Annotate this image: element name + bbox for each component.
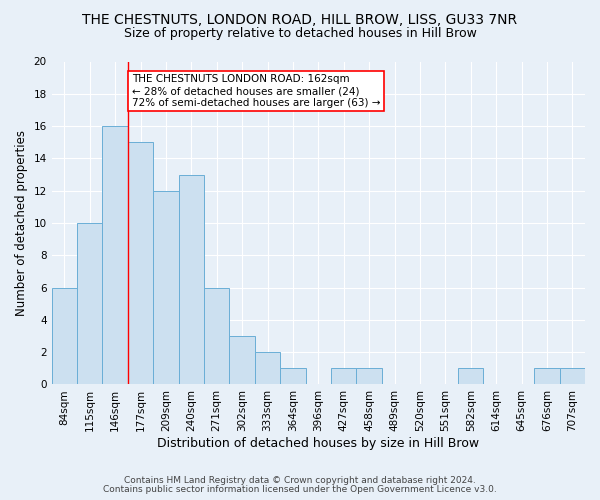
Bar <box>458 368 484 384</box>
Bar <box>52 288 77 384</box>
Bar <box>560 368 585 384</box>
Text: THE CHESTNUTS LONDON ROAD: 162sqm
← 28% of detached houses are smaller (24)
72% : THE CHESTNUTS LONDON ROAD: 162sqm ← 28% … <box>131 74 380 108</box>
Bar <box>103 126 128 384</box>
Bar <box>179 174 204 384</box>
X-axis label: Distribution of detached houses by size in Hill Brow: Distribution of detached houses by size … <box>157 437 479 450</box>
Text: Contains public sector information licensed under the Open Government Licence v3: Contains public sector information licen… <box>103 485 497 494</box>
Bar <box>356 368 382 384</box>
Y-axis label: Number of detached properties: Number of detached properties <box>15 130 28 316</box>
Bar <box>280 368 305 384</box>
Bar <box>534 368 560 384</box>
Bar <box>153 190 179 384</box>
Text: THE CHESTNUTS, LONDON ROAD, HILL BROW, LISS, GU33 7NR: THE CHESTNUTS, LONDON ROAD, HILL BROW, L… <box>82 12 518 26</box>
Text: Contains HM Land Registry data © Crown copyright and database right 2024.: Contains HM Land Registry data © Crown c… <box>124 476 476 485</box>
Bar <box>331 368 356 384</box>
Bar <box>255 352 280 384</box>
Text: Size of property relative to detached houses in Hill Brow: Size of property relative to detached ho… <box>124 28 476 40</box>
Bar <box>128 142 153 384</box>
Bar <box>77 223 103 384</box>
Bar <box>204 288 229 384</box>
Bar <box>229 336 255 384</box>
